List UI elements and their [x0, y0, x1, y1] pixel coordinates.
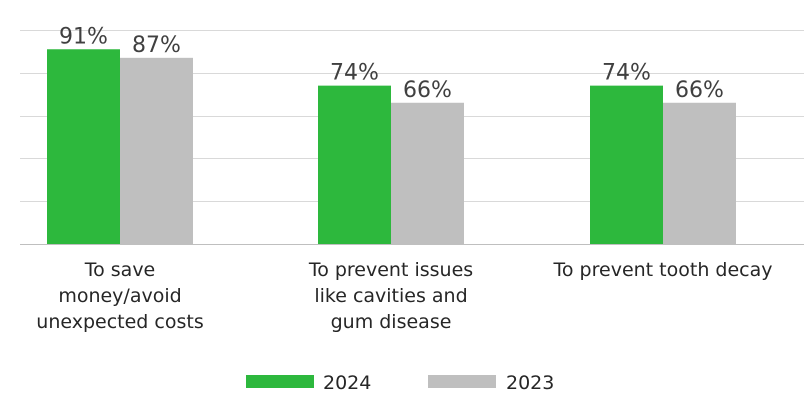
- bars: [47, 49, 736, 245]
- category-labels: To save money/avoid unexpected costs To pre…: [36, 259, 772, 333]
- legend-label-2024: 2024: [323, 372, 371, 394]
- bar-2024-0: [47, 49, 120, 245]
- legend-swatch-2024: [246, 375, 314, 388]
- bar-2024-1: [318, 85, 391, 244]
- data-label-2024-0: 91%: [59, 24, 108, 49]
- category-label-2: To prevent tooth decay: [553, 259, 773, 281]
- data-label-2024-2: 74%: [602, 61, 651, 86]
- data-label-2024-1: 74%: [330, 61, 379, 86]
- data-label-2023-2: 66%: [675, 78, 724, 103]
- legend-swatch-2023: [428, 375, 496, 388]
- data-label-2023-0: 87%: [132, 33, 181, 58]
- bar-2023-2: [663, 102, 736, 244]
- bar-2023-0: [120, 57, 193, 244]
- bar-2024-2: [590, 85, 663, 244]
- category-label-0: To save money/avoid unexpected costs: [36, 259, 203, 333]
- legend-label-2023: 2023: [506, 372, 554, 394]
- legend: 2024 2023: [246, 372, 554, 394]
- bar-2023-1: [391, 102, 464, 244]
- category-label-1: To prevent issues like cavities and gum di…: [308, 259, 473, 333]
- data-labels: 91% 74% 74% 87% 66% 66%: [59, 24, 724, 103]
- data-label-2023-1: 66%: [403, 78, 452, 103]
